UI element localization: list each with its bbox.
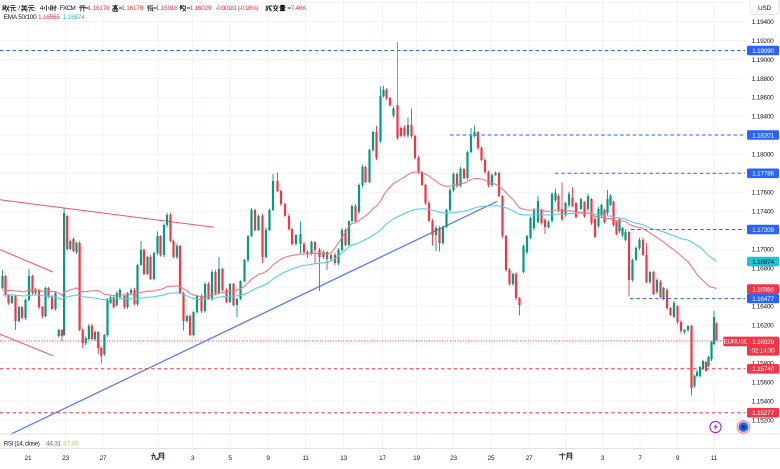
svg-text:1.16800: 1.16800 bbox=[752, 266, 774, 273]
svg-text:1.18800: 1.18800 bbox=[752, 76, 774, 83]
svg-text:37.45: 37.45 bbox=[63, 441, 79, 448]
svg-text:1.16178: 1.16178 bbox=[121, 5, 143, 12]
svg-text:1.17786: 1.17786 bbox=[752, 171, 774, 178]
svg-text:27: 27 bbox=[100, 455, 107, 462]
svg-text:1.19400: 1.19400 bbox=[752, 19, 774, 26]
svg-text:11: 11 bbox=[302, 455, 309, 462]
svg-text:=: = bbox=[85, 5, 89, 12]
svg-text:1.16200: 1.16200 bbox=[752, 323, 774, 330]
svg-text:1.16178: 1.16178 bbox=[88, 5, 110, 12]
svg-text:=: = bbox=[287, 5, 291, 12]
svg-text:3: 3 bbox=[191, 455, 195, 462]
svg-text:1.17600: 1.17600 bbox=[752, 190, 774, 197]
svg-text:1.19090: 1.19090 bbox=[752, 48, 774, 55]
svg-text:4: 4 bbox=[40, 5, 44, 12]
svg-text:1.16477: 1.16477 bbox=[752, 296, 774, 303]
svg-text:3: 3 bbox=[601, 455, 605, 462]
svg-text:1.15200: 1.15200 bbox=[752, 417, 774, 424]
svg-text:1.16874: 1.16874 bbox=[752, 259, 774, 266]
svg-text:21: 21 bbox=[25, 455, 32, 462]
svg-text:1.16565: 1.16565 bbox=[38, 14, 60, 21]
svg-text:·: · bbox=[35, 5, 37, 12]
svg-text:1.15800: 1.15800 bbox=[752, 360, 774, 367]
svg-text:=: = bbox=[119, 5, 123, 12]
svg-text:17: 17 bbox=[379, 455, 386, 462]
svg-text:27: 27 bbox=[526, 455, 533, 462]
svg-text:19: 19 bbox=[413, 455, 420, 462]
svg-text:1.19000: 1.19000 bbox=[752, 57, 774, 64]
svg-text:·: · bbox=[57, 5, 59, 12]
svg-text:02:14:30: 02:14:30 bbox=[752, 348, 776, 355]
svg-text:1.15600: 1.15600 bbox=[752, 379, 774, 386]
svg-text:9: 9 bbox=[266, 455, 270, 462]
svg-text:13: 13 bbox=[340, 455, 347, 462]
svg-text:USD: USD bbox=[758, 5, 772, 12]
svg-text:1.18600: 1.18600 bbox=[752, 95, 774, 102]
svg-text:1.16565: 1.16565 bbox=[752, 286, 774, 293]
svg-text:1.15277: 1.15277 bbox=[752, 410, 774, 417]
svg-text:1.15400: 1.15400 bbox=[752, 398, 774, 405]
svg-text:44.31: 44.31 bbox=[46, 441, 62, 448]
svg-text:1.17000: 1.17000 bbox=[752, 247, 774, 254]
svg-text:5: 5 bbox=[228, 455, 232, 462]
svg-text:1.17400: 1.17400 bbox=[752, 209, 774, 216]
svg-text:1.15918: 1.15918 bbox=[156, 5, 178, 12]
svg-text:1.18400: 1.18400 bbox=[752, 114, 774, 121]
svg-text:25: 25 bbox=[488, 455, 495, 462]
svg-text:11: 11 bbox=[711, 455, 718, 462]
svg-text:-0.00181 (-0.16%): -0.00181 (-0.16%) bbox=[216, 5, 259, 12]
svg-text:EMA 50/100: EMA 50/100 bbox=[4, 14, 38, 21]
svg-text:1.19200: 1.19200 bbox=[752, 38, 774, 45]
svg-text:1.18000: 1.18000 bbox=[752, 152, 774, 159]
svg-text:9: 9 bbox=[676, 455, 680, 462]
svg-text:23: 23 bbox=[450, 455, 457, 462]
svg-text:/: / bbox=[18, 5, 20, 12]
svg-text:EURUSD: EURUSD bbox=[724, 339, 749, 346]
svg-text:1.17209: 1.17209 bbox=[752, 227, 774, 234]
svg-text:1.18201: 1.18201 bbox=[752, 132, 774, 139]
svg-text:FXCM: FXCM bbox=[60, 5, 76, 12]
svg-text:7: 7 bbox=[638, 455, 642, 462]
svg-text:23: 23 bbox=[62, 455, 69, 462]
svg-text:=: = bbox=[187, 5, 191, 12]
svg-text:1.16029: 1.16029 bbox=[190, 5, 212, 12]
svg-text:=: = bbox=[153, 5, 157, 12]
svg-text:1.16400: 1.16400 bbox=[752, 304, 774, 311]
svg-text:7.46K: 7.46K bbox=[291, 5, 308, 12]
svg-text:1.15740: 1.15740 bbox=[752, 366, 774, 373]
svg-text:RSI (14, close): RSI (14, close) bbox=[4, 441, 40, 448]
svg-text:1.16029: 1.16029 bbox=[752, 339, 774, 346]
svg-text:1.16874: 1.16874 bbox=[63, 14, 85, 21]
